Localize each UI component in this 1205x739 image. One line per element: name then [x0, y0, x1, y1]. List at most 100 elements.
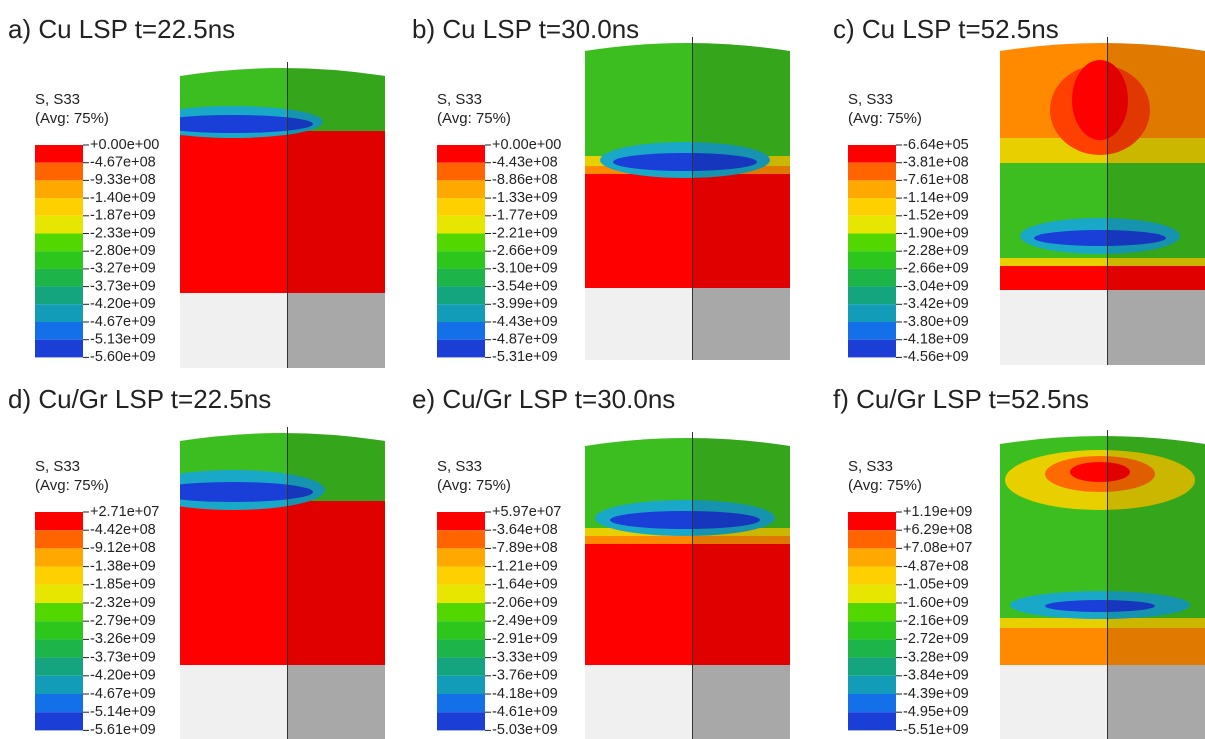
- legend-label: +7.08e+07: [903, 540, 972, 556]
- contour-band: [180, 501, 385, 665]
- legend-label: -3.64e+08: [492, 522, 558, 538]
- legend-label: -1.52e+09: [903, 208, 969, 224]
- legend-swatch: [848, 657, 896, 676]
- legend-title: S, S33: [35, 91, 80, 108]
- legend-swatch: [35, 304, 83, 322]
- legend-title: S, S33: [848, 91, 893, 108]
- base-left: [1000, 665, 1108, 739]
- base-right: [1107, 290, 1205, 365]
- legend-swatch: [35, 584, 83, 603]
- legend-label: -4.95e+09: [903, 704, 969, 720]
- legend-label: -3.33e+09: [492, 649, 558, 665]
- legend-label: -5.51e+09: [903, 722, 969, 738]
- legend-swatch: [848, 675, 896, 694]
- legend-subtitle: (Avg: 75%): [35, 110, 109, 127]
- legend-swatch: [437, 566, 485, 585]
- legend-label: -5.03e+09: [492, 722, 558, 738]
- legend-subtitle: (Avg: 75%): [848, 477, 922, 494]
- legend-label: -3.42e+09: [903, 296, 969, 312]
- contour-blob: [1045, 600, 1155, 612]
- legend-swatch: [437, 286, 485, 305]
- legend-label: -5.61e+09: [90, 722, 156, 738]
- legend-swatch: [848, 603, 896, 622]
- base-right: [692, 665, 790, 739]
- legend-swatch: [848, 566, 896, 585]
- contour: [1000, 43, 1205, 290]
- legend-label: +5.97e+07: [492, 504, 561, 520]
- shade: [287, 433, 385, 665]
- legend-swatch: [35, 675, 83, 694]
- shade: [692, 438, 790, 665]
- contour: [585, 438, 790, 665]
- legend-title: S, S33: [35, 458, 80, 475]
- legend-label: -1.05e+09: [903, 577, 969, 593]
- legend-label: -2.06e+09: [492, 595, 558, 611]
- legend-swatch: [848, 233, 896, 252]
- legend-label: -1.85e+09: [90, 577, 156, 593]
- contour-blob: [1072, 60, 1128, 140]
- legend-label: -4.39e+09: [903, 686, 969, 702]
- shade: [287, 68, 385, 293]
- legend-swatch: [848, 712, 896, 731]
- specimen: [180, 62, 385, 368]
- legend-swatch: [848, 251, 896, 269]
- legend-swatch: [848, 548, 896, 567]
- legend-swatch: [437, 233, 485, 252]
- panel-title: c) Cu LSP t=52.5ns: [833, 14, 1059, 44]
- legend-label: -1.21e+09: [492, 558, 558, 574]
- legend-swatch: [35, 694, 83, 713]
- contour-blob: [1070, 462, 1130, 482]
- legend-label: -2.72e+09: [903, 631, 969, 647]
- legend-label: -3.10e+09: [492, 261, 558, 277]
- legend-swatch: [437, 603, 485, 622]
- legend-swatch: [437, 639, 485, 658]
- legend-label: -2.79e+09: [90, 613, 156, 629]
- base-right: [287, 665, 385, 739]
- legend-label: -5.14e+09: [90, 704, 156, 720]
- legend-label: -3.76e+09: [492, 668, 558, 684]
- legend-label: -3.26e+09: [90, 631, 156, 647]
- legend-label: -4.43e+09: [492, 314, 558, 330]
- legend-label: +2.71e+07: [90, 504, 159, 520]
- base-right: [287, 293, 385, 368]
- base-left: [585, 665, 693, 739]
- contour-blob: [180, 115, 313, 133]
- legend-swatch: [437, 584, 485, 603]
- contour-band: [585, 544, 790, 665]
- contour-band: [585, 174, 790, 288]
- legend-swatch: [35, 322, 83, 340]
- legend-swatch: [437, 339, 485, 358]
- legend-swatch: [848, 530, 896, 549]
- base-left: [180, 665, 288, 739]
- legend-label: -2.66e+09: [903, 261, 969, 277]
- legend-swatch: [437, 145, 485, 163]
- legend-label: -4.56e+09: [903, 349, 969, 365]
- specimen: [585, 37, 790, 360]
- panel-title: e) Cu/Gr LSP t=30.0ns: [412, 384, 675, 414]
- legend-label: -1.14e+09: [903, 190, 969, 206]
- legend-label: -7.89e+08: [492, 540, 558, 556]
- legend-label: -4.18e+09: [903, 332, 969, 348]
- legend-swatch: [848, 584, 896, 603]
- legend-swatch: [35, 162, 83, 181]
- contour-blob: [1034, 230, 1166, 246]
- contour-blob: [180, 482, 313, 502]
- legend-label: -1.90e+09: [903, 225, 969, 241]
- legend-title: S, S33: [437, 458, 482, 475]
- panel-title: d) Cu/Gr LSP t=22.5ns: [8, 384, 271, 414]
- legend-label: -2.49e+09: [492, 613, 558, 629]
- legend-swatch: [437, 512, 485, 531]
- legend-label: -3.73e+09: [90, 278, 156, 294]
- legend-title: S, S33: [437, 91, 482, 108]
- shade: [1107, 43, 1205, 290]
- contour: [180, 433, 385, 665]
- shade: [1107, 436, 1205, 665]
- legend-swatch: [35, 251, 83, 269]
- legend-swatch: [35, 657, 83, 676]
- legend-label: -1.87e+09: [90, 208, 156, 224]
- contour: [585, 43, 790, 288]
- legend-label: -4.20e+09: [90, 296, 156, 312]
- base-left: [1000, 290, 1108, 365]
- legend-swatch: [35, 286, 83, 305]
